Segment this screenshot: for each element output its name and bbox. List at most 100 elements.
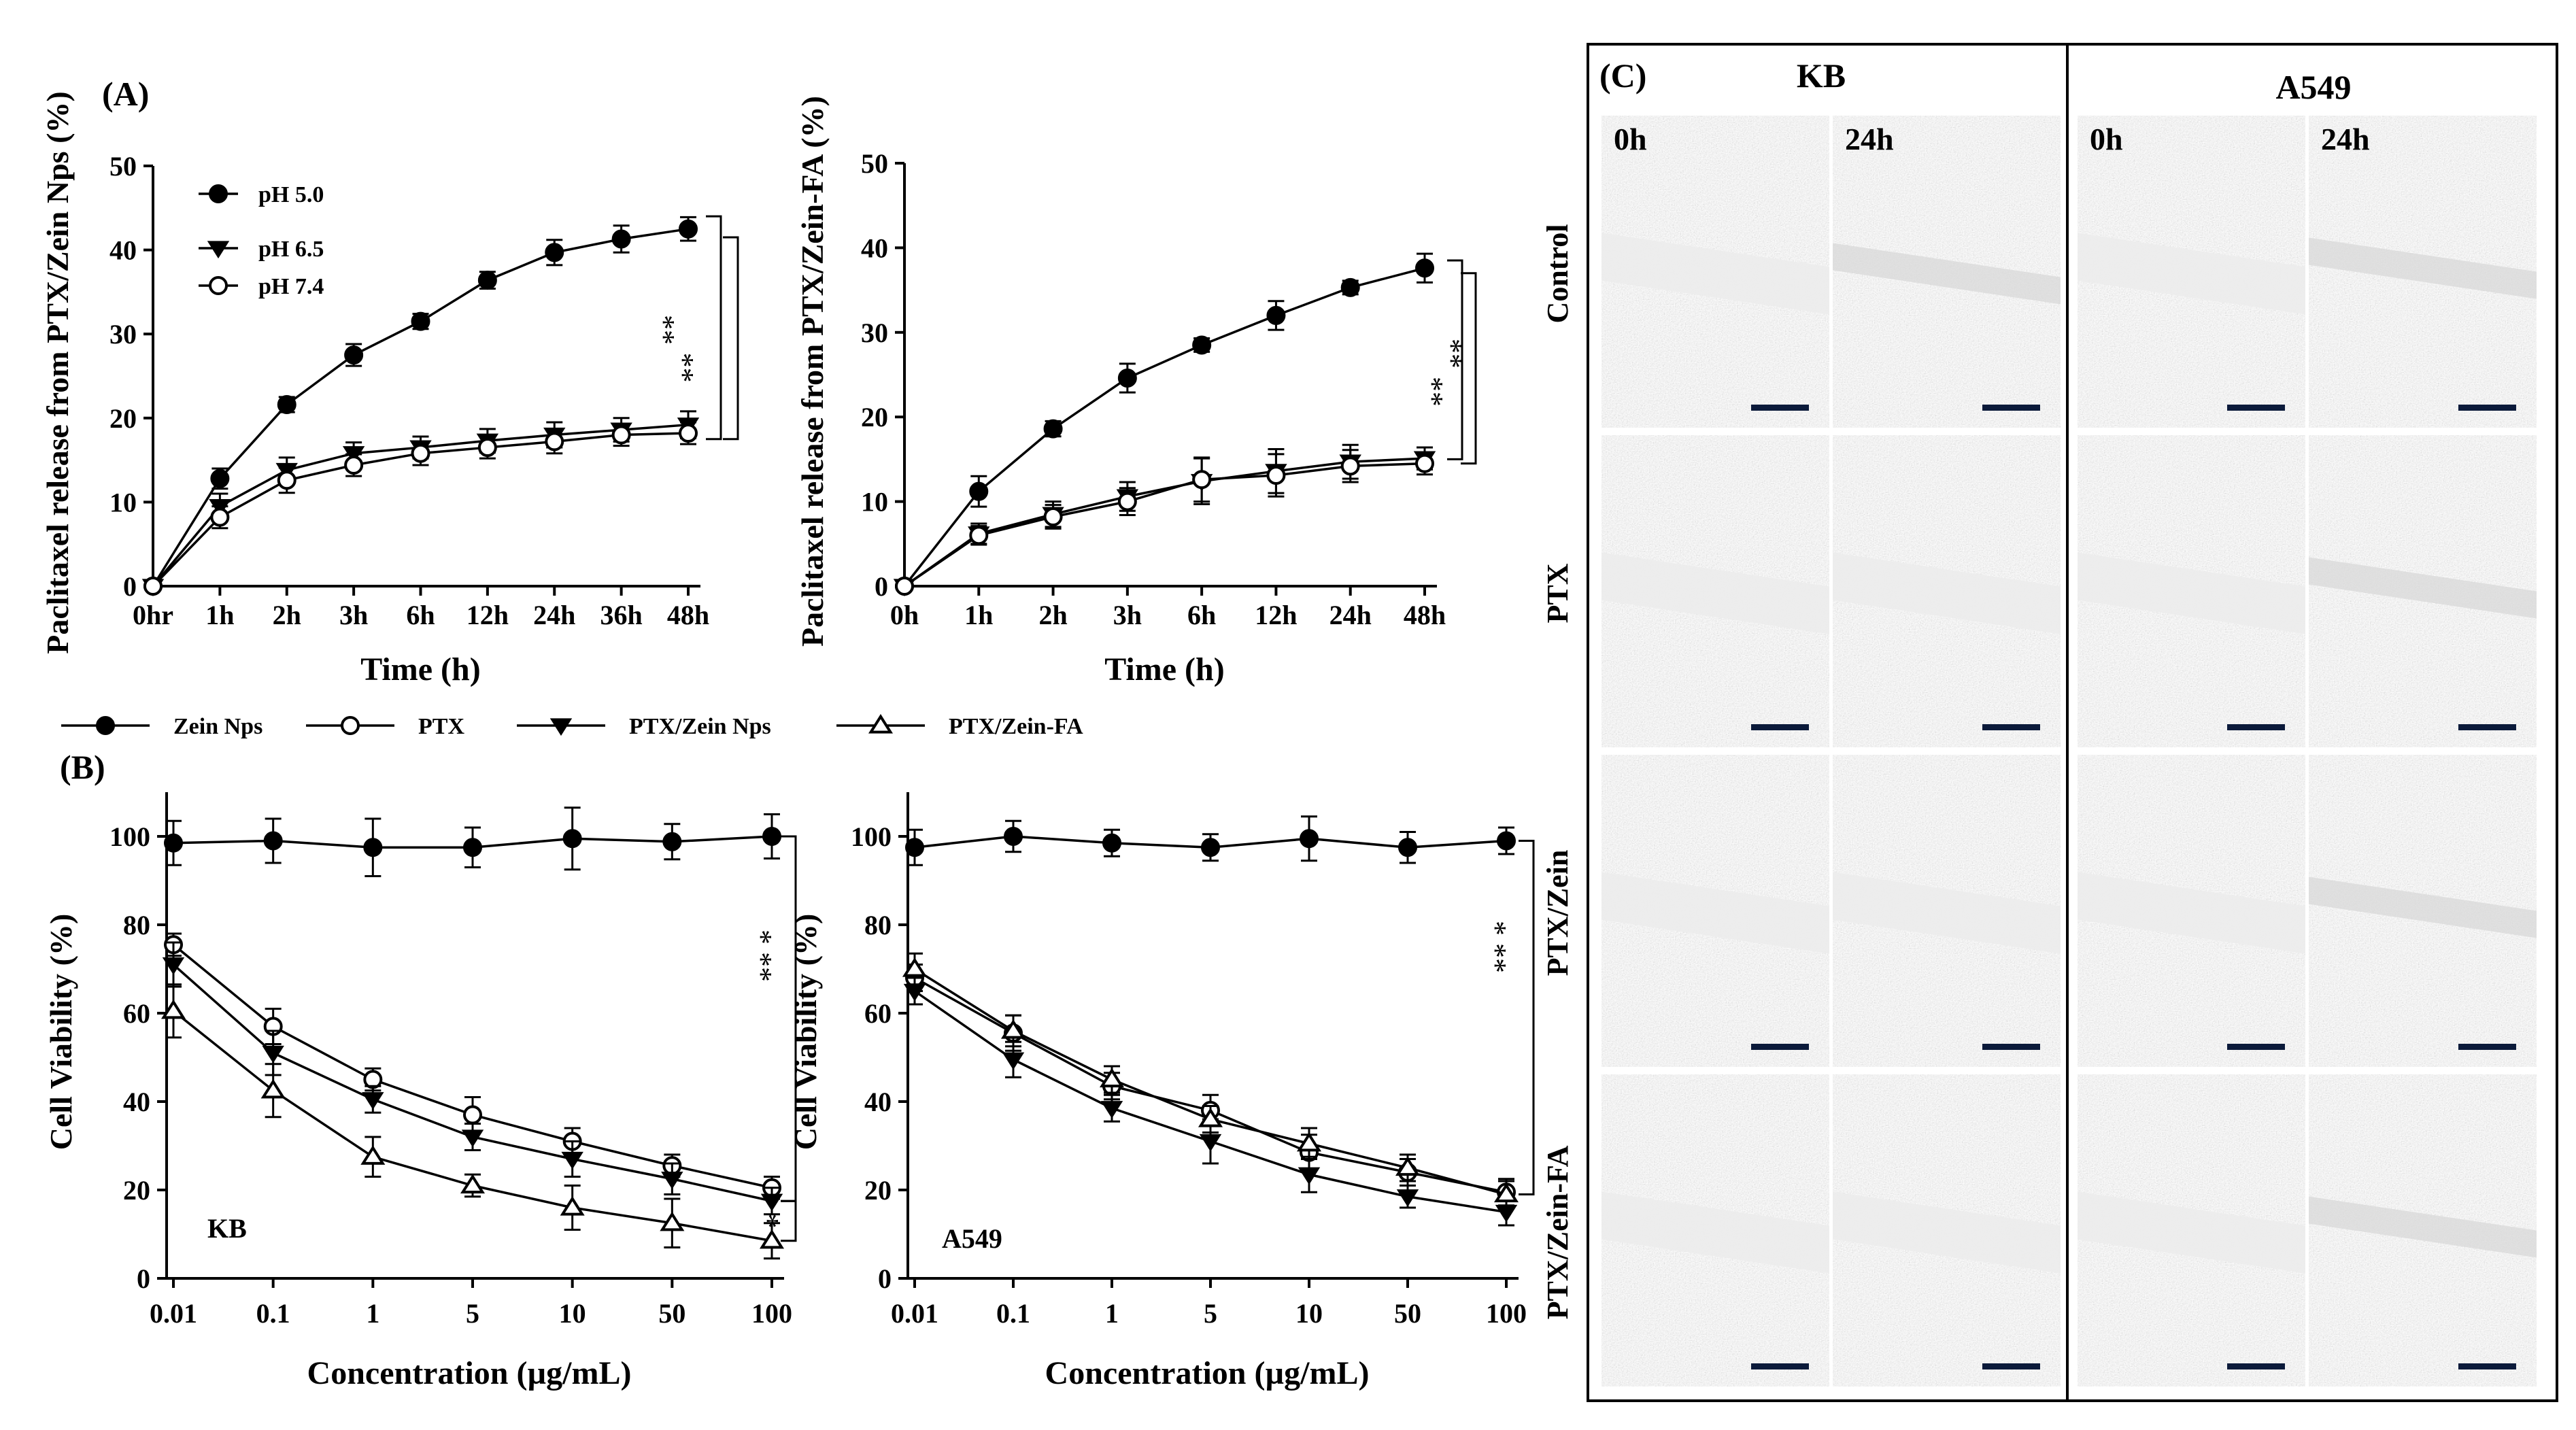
data-point: [262, 1045, 284, 1063]
scratch-wound: [2309, 237, 2537, 299]
data-point: [1117, 492, 1137, 511]
panel-c-label: (C): [1599, 56, 1646, 95]
data-point: [1043, 507, 1063, 526]
data-point: [562, 829, 582, 849]
scratch-wound: [1601, 872, 1829, 954]
data-point: [969, 526, 989, 545]
data-point: [1415, 454, 1434, 473]
data-point: [463, 1105, 482, 1125]
data-point: [1201, 838, 1220, 857]
data-point: [263, 831, 283, 851]
y-tick-label: 0: [123, 571, 137, 602]
data-point: [679, 424, 698, 443]
data-point: [1100, 1101, 1123, 1119]
data-point: [560, 1196, 585, 1216]
significance-bracket: [1519, 840, 1535, 1195]
legend-label: PTX/Zein-FA: [949, 714, 1083, 739]
data-point: [969, 481, 989, 501]
x-tick-label: 2h: [273, 600, 301, 630]
timepoint-label: 24h: [1845, 122, 1894, 156]
x-tick-label: 6h: [1187, 600, 1216, 630]
x-tick-label: 0h: [890, 600, 919, 630]
x-tick-label: 12h: [467, 600, 509, 630]
micrograph: 0h: [2077, 115, 2306, 428]
y-tick-label: 20: [861, 402, 888, 432]
data-point: [1396, 1189, 1419, 1207]
treatment-label-ptx: PTX: [1541, 563, 1574, 623]
scratch-wound: [2078, 552, 2305, 634]
micrograph: [2077, 1074, 2306, 1387]
legend-label: pH 5.0: [258, 182, 324, 207]
micrograph: [2308, 754, 2537, 1068]
data-point: [1004, 827, 1023, 846]
data-point: [210, 469, 230, 488]
data-point: [1192, 335, 1212, 355]
x-tick-label: 0.01: [150, 1298, 197, 1329]
y-tick-label: 100: [109, 821, 150, 852]
data-point: [760, 1193, 783, 1212]
data-point: [1493, 1182, 1519, 1203]
data-point: [545, 432, 564, 452]
y-tick-label: 30: [861, 318, 888, 348]
data-point: [905, 838, 924, 857]
x-tick-label: 48h: [667, 600, 709, 630]
scale-bar: [1751, 724, 1809, 730]
cell-line-annotation: A549: [942, 1223, 1002, 1254]
x-axis-label: Concentration (µg/mL): [1045, 1355, 1370, 1391]
x-tick-label: 36h: [600, 600, 643, 630]
legend-label: Zein Nps: [173, 714, 262, 739]
panel-c: (C) KB A549 Control 0h 24h 0h 24h PTX PTX/Zein…: [1541, 43, 2558, 1402]
panel-b-label: (B): [60, 748, 105, 786]
scratch-wound: [1833, 243, 2061, 305]
x-tick-label: 6h: [406, 600, 435, 630]
chart-a2: 0 10 20 30 40 50 0h 1h 2h 3h 6h 12h 24h 48h Paclitaxel…: [795, 96, 1477, 687]
x-tick-label: 5: [1204, 1298, 1217, 1329]
chart-a1: 0 10 20 30 40 50 0hr 1h 2h 3h 6h 12h 24h 36h 48h Paclit…: [40, 91, 739, 687]
treatment-label-control: Control: [1541, 224, 1574, 324]
legend-marker: [207, 241, 230, 259]
scratch-wound: [2309, 557, 2537, 619]
data-point: [363, 838, 383, 857]
y-tick-label: 50: [861, 148, 888, 179]
data-point: [1300, 829, 1319, 849]
data-point: [362, 1092, 384, 1110]
data-point: [679, 219, 698, 239]
timepoint-label: 0h: [1614, 122, 1647, 156]
series-line: [903, 457, 1425, 588]
x-tick-label: 24h: [1329, 600, 1372, 630]
data-point: [210, 507, 230, 527]
data-point: [1415, 258, 1434, 278]
data-point: [461, 1129, 484, 1148]
y-tick-label: 0: [878, 1263, 892, 1294]
series-line: [172, 943, 773, 1189]
x-tick-label: 50: [1394, 1298, 1421, 1329]
micrograph: [2308, 435, 2537, 748]
x-tick-label: 1: [1105, 1298, 1119, 1329]
scale-bar: [2227, 1044, 2285, 1050]
y-tick-label: 20: [123, 1175, 150, 1206]
legend-label: PTX: [418, 714, 464, 739]
data-point: [1395, 1156, 1421, 1176]
x-tick-label: 1h: [964, 600, 993, 630]
legend-marker: [96, 716, 115, 735]
data-point: [759, 1229, 785, 1249]
x-tick-label: 24h: [533, 600, 575, 630]
x-tick-label: 5: [466, 1298, 479, 1329]
y-axis-label: Paclitaxel release from PTX/Zein Nps (%): [40, 91, 75, 653]
data-point: [1340, 456, 1360, 476]
scratch-wound: [1833, 552, 2061, 634]
data-point: [1340, 277, 1360, 297]
x-tick-label: 0.01: [891, 1298, 938, 1329]
timepoint-label: 0h: [2090, 122, 2123, 156]
data-point: [360, 1145, 386, 1165]
data-point: [1102, 833, 1121, 853]
data-point: [1192, 470, 1212, 490]
data-point: [1296, 1131, 1322, 1152]
scale-bar: [1982, 405, 2040, 411]
y-tick-label: 20: [109, 403, 137, 434]
legend-marker: [341, 716, 360, 735]
scale-bar: [1751, 405, 1809, 411]
data-point: [277, 471, 296, 490]
data-point: [260, 1078, 286, 1099]
legend-marker: [209, 276, 228, 295]
